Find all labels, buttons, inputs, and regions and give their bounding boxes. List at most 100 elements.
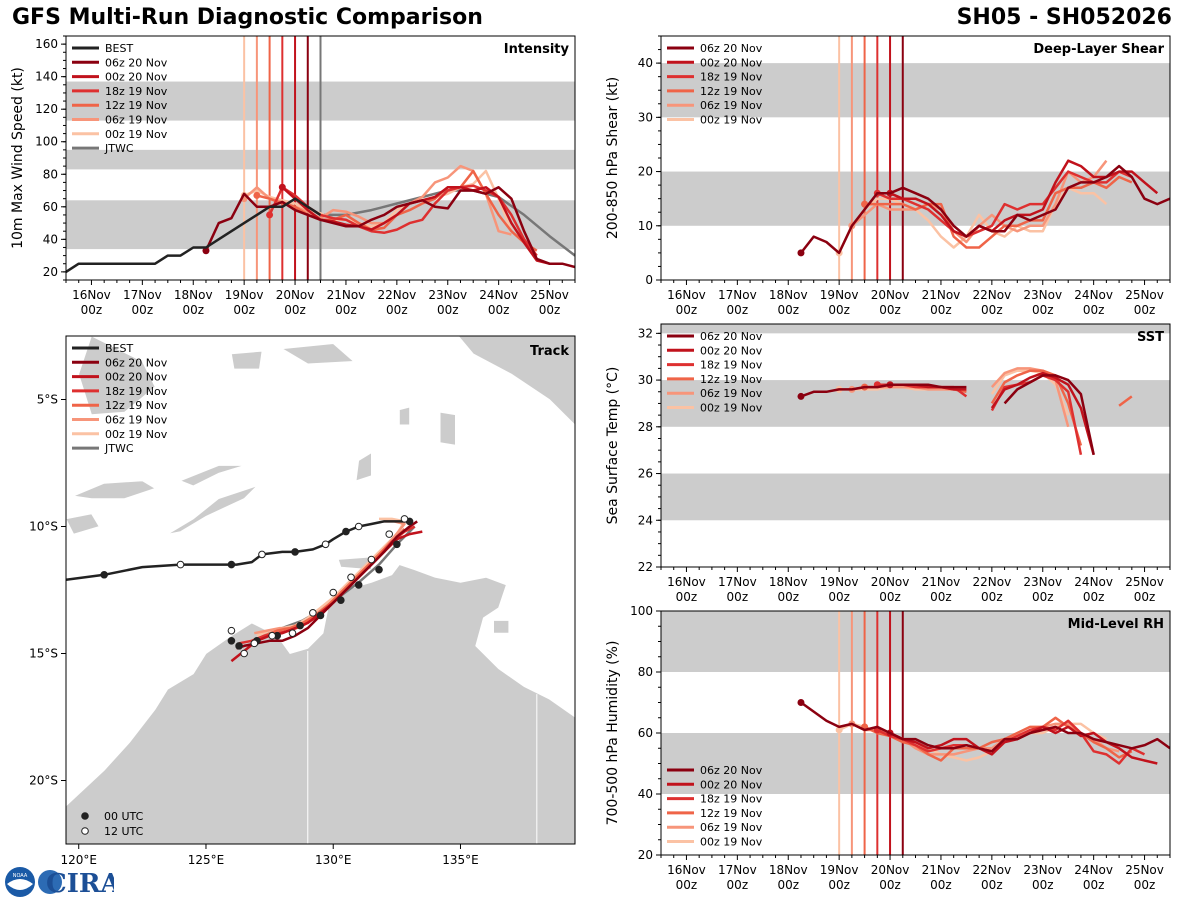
land-groote [493,620,510,634]
init-point [253,191,261,199]
chart-shear: 01020304016Nov00z17Nov00z18Nov00z19Nov00… [605,35,1171,317]
lat-tick-label: 10°S [29,520,58,534]
x-tick-label: 00z [335,303,357,317]
x-tick-label: 00z [437,303,459,317]
cira-logo-text: CIRA [46,869,114,898]
x-tick-label: 00z [828,303,850,317]
track-marker-12utc [367,555,376,564]
plot-area [661,611,1170,855]
y-tick-label: 140 [35,70,58,84]
cira-noaa-logo: NOAA CIRA [5,867,114,898]
land-timor [167,485,258,535]
x-tick-label: 00z [676,590,698,604]
y-tick-label: 100 [35,135,58,149]
y-axis-label: Sea Surface Temp (°C) [605,367,621,525]
x-tick-label: 00z [233,303,255,317]
y-tick-label: 40 [43,232,58,246]
x-tick-label: 00z [777,303,799,317]
legend-label: 06z 20 Nov [700,330,763,343]
legend-label: JTWC [104,442,134,455]
shaded-band [661,63,1170,118]
series-line-12z-19-nov [864,716,1133,762]
x-tick-label: 00z [132,303,154,317]
legend-label: 00z 20 Nov [105,71,168,84]
plot-area [661,36,1170,280]
legend-label: 06z 19 Nov [700,99,763,112]
lat-tick-label: 5°S [37,393,58,407]
legend-label: 00z 20 Nov [105,371,168,384]
panel-title: SST [1137,330,1164,345]
y-tick-label: 30 [638,373,653,387]
x-tick-label: 24Nov [1074,863,1113,877]
y-tick-label: 10 [638,219,653,233]
lon-tick-label: 120°E [60,853,97,867]
x-tick-label: 00z [182,303,204,317]
legend-label: BEST [105,342,133,355]
legend-label: 00z 19 Nov [700,402,763,415]
globe-icon [38,870,62,894]
marker-legend-symbol [81,827,89,835]
x-tick-label: 20Nov [871,863,910,877]
track-marker-00utc [337,596,345,604]
y-axis-label: 200-850 hPa Shear (kt) [605,77,621,239]
x-tick-label: 22Nov [377,288,416,302]
x-tick-label: 00z [879,590,901,604]
x-tick-label: 00z [81,303,103,317]
y-tick-label: 100 [630,604,653,618]
legend-label: 12z 19 Nov [700,807,763,820]
map-area [66,336,575,844]
y-tick-label: 24 [638,513,653,527]
shaded-band [661,473,1170,521]
x-tick-label: 20Nov [276,288,315,302]
track-marker-00utc [227,637,236,645]
y-tick-label: 0 [645,273,653,287]
lat-tick-label: 15°S [29,647,58,661]
track-marker-00utc [296,621,304,630]
x-tick-label: 22Nov [972,863,1011,877]
x-tick-label: 18Nov [174,288,213,302]
plot-area [66,36,575,280]
x-tick-label: 00z [930,878,952,892]
storm-id-title: SH05 - SH052026 [956,5,1172,30]
legend-label: 12z 19 Nov [105,99,168,112]
legend-label: 06z 19 Nov [105,114,168,127]
track-marker-12utc [347,573,355,582]
chart-intensity: 2040608010012014016016Nov00z17Nov00z18No… [10,35,576,317]
track-marker-00utc [235,642,243,650]
track-06z-20-nov [236,520,418,650]
map-frame [65,335,576,845]
x-tick-label: 17Nov [718,288,757,302]
land-sulawesi-south [78,336,156,416]
legend-label: 18z 19 Nov [700,359,763,372]
lat-tick-label: 20°S [29,774,58,788]
series-line-00z-20-nov [889,159,1159,238]
x-tick-label: 19Nov [820,575,859,589]
track-marker-00utc [227,560,236,569]
x-tick-label: 25Nov [530,288,569,302]
x-tick-label: 24Nov [1074,288,1113,302]
y-tick-label: 20 [638,165,653,179]
track-marker-00utc [100,570,108,579]
init-point [835,726,843,734]
x-tick-label: 24Nov [479,288,518,302]
track-marker-12utc [240,649,248,658]
x-tick-label: 18Nov [769,863,808,877]
track-marker-12utc [250,639,259,648]
y-tick-label: 40 [638,787,653,801]
legend-label: 06z 20 Nov [700,42,763,55]
land-sumba [66,513,100,535]
legend-label: 12z 19 Nov [700,373,763,386]
track-marker-12utc [400,515,409,523]
x-tick-label: 00z [386,303,408,317]
x-tick-label: 23Nov [1023,863,1062,877]
noaa-wave-icon [7,879,33,890]
marker-legend: 00 UTC 12 UTC [81,810,144,838]
x-tick-label: 16Nov [667,575,706,589]
init-point [797,249,805,257]
x-tick-label: 00z [879,303,901,317]
legend-label: 00z 20 Nov [700,56,763,69]
track-marker-00utc [375,565,383,574]
